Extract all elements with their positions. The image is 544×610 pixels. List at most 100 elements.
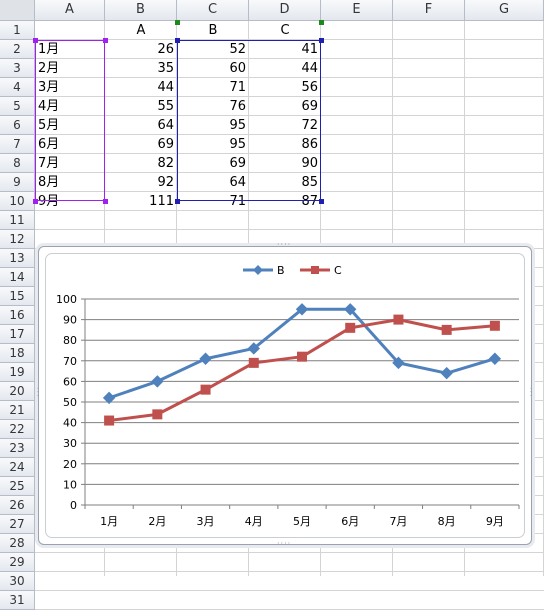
cell-a3[interactable]: 2月	[38, 61, 60, 76]
row-header-30[interactable]: 30	[0, 572, 35, 591]
cell-b2[interactable]: 26	[157, 42, 174, 57]
row-header-18[interactable]: 18	[0, 344, 35, 363]
series-B-point-2	[151, 375, 164, 388]
column-header-g[interactable]: G	[465, 0, 544, 21]
cell-c7[interactable]: 95	[229, 137, 246, 152]
column-header-f[interactable]: F	[393, 0, 465, 21]
column-header-e[interactable]: E	[321, 0, 393, 21]
row-header-9[interactable]: 9	[0, 173, 35, 192]
range-handle[interactable]	[175, 38, 180, 43]
cell-d5[interactable]: 69	[301, 99, 318, 114]
range-handle[interactable]	[33, 199, 38, 204]
chart-resize-handle-bottom[interactable]: ····	[277, 539, 292, 548]
range-handle[interactable]	[319, 199, 324, 204]
row-header-27[interactable]: 27	[0, 515, 35, 534]
row-header-17[interactable]: 17	[0, 325, 35, 344]
row-header-8[interactable]: 8	[0, 154, 35, 173]
range-handle[interactable]	[319, 38, 324, 43]
cell-c3[interactable]: 60	[229, 61, 246, 76]
cell-d4[interactable]: 56	[301, 80, 318, 95]
range-handle[interactable]	[175, 199, 180, 204]
legend-C-label: C	[334, 264, 342, 277]
row-header-6[interactable]: 6	[0, 116, 35, 135]
cell-c5[interactable]: 76	[229, 99, 246, 114]
chart-resize-handle-right[interactable]: ···	[526, 387, 535, 398]
row-header-21[interactable]: 21	[0, 401, 35, 420]
range-handle[interactable]	[103, 38, 108, 43]
row-header-14[interactable]: 14	[0, 268, 35, 287]
row-header-23[interactable]: 23	[0, 439, 35, 458]
cell-d3[interactable]: 44	[301, 61, 318, 76]
series-C-point-6	[345, 322, 356, 333]
row-header-13[interactable]: 13	[0, 249, 35, 268]
range-handle[interactable]	[33, 38, 38, 43]
cell-c4[interactable]: 71	[229, 80, 246, 95]
row-header-3[interactable]: 3	[0, 59, 35, 78]
series-B-point-5	[295, 303, 309, 316]
select-all-corner[interactable]	[0, 0, 35, 21]
line-chart[interactable]: 0 10 20 30 40 50 60 70 80 90 100 1月 2月 3月 4月 5月 6月 7月 8月 9月…	[33, 240, 535, 548]
row-header-2[interactable]: 2	[0, 40, 35, 59]
cell-d1[interactable]: C	[280, 23, 290, 38]
row-header-20[interactable]: 20	[0, 382, 35, 401]
column-header-c[interactable]: C	[177, 0, 249, 21]
row-header-19[interactable]: 19	[0, 363, 35, 382]
cell-c6[interactable]: 95	[229, 118, 246, 133]
row-header-31[interactable]: 31	[0, 591, 35, 610]
cell-b3[interactable]: 35	[157, 61, 174, 76]
row-header-1[interactable]: 1	[0, 21, 35, 40]
cell-d2[interactable]: 41	[301, 42, 318, 57]
cell-a8[interactable]: 7月	[38, 156, 60, 171]
row-header-10[interactable]: 10	[0, 192, 35, 211]
cell-a10[interactable]: 9月	[38, 194, 60, 209]
cell-c2[interactable]: 52	[229, 42, 246, 57]
cell-b9[interactable]: 92	[157, 175, 174, 190]
chart-resize-handle-left[interactable]: ···	[33, 387, 42, 398]
cell-b4[interactable]: 44	[157, 80, 174, 95]
column-header-a[interactable]: A	[35, 0, 105, 21]
row-header-4[interactable]: 4	[0, 78, 35, 97]
cell-b7[interactable]: 69	[157, 137, 174, 152]
row-header-24[interactable]: 24	[0, 458, 35, 477]
range-handle[interactable]	[103, 199, 108, 204]
cell-d6[interactable]: 72	[301, 118, 318, 133]
column-header-b[interactable]: B	[105, 0, 177, 21]
row-header-25[interactable]: 25	[0, 477, 35, 496]
row-header-12[interactable]: 12	[0, 230, 35, 249]
row-header-5[interactable]: 5	[0, 97, 35, 116]
cell-b6[interactable]: 64	[157, 118, 174, 133]
cell-a5[interactable]: 4月	[38, 99, 60, 114]
row-header-15[interactable]: 15	[0, 287, 35, 306]
row-header-22[interactable]: 22	[0, 420, 35, 439]
row-header-11[interactable]: 11	[0, 211, 35, 230]
row-header-16[interactable]: 16	[0, 306, 35, 325]
column-header-d[interactable]: D	[249, 0, 321, 21]
cell-a9[interactable]: 8月	[38, 175, 60, 190]
cell-d9[interactable]: 85	[301, 175, 318, 190]
cell-a2[interactable]: 1月	[38, 42, 60, 57]
cell-c9[interactable]: 64	[229, 175, 246, 190]
row-header-28[interactable]: 28	[0, 534, 35, 553]
cell-b1[interactable]: A	[136, 23, 146, 38]
cell-c8[interactable]: 69	[229, 156, 246, 171]
cell-b5[interactable]: 55	[157, 99, 174, 114]
cell-a4[interactable]: 3月	[38, 80, 60, 95]
range-handle-series-name[interactable]	[175, 20, 180, 25]
range-handle-series-name[interactable]	[319, 20, 324, 25]
chart-resize-handle-top[interactable]: ····	[277, 240, 292, 249]
cell-b8[interactable]: 82	[157, 156, 174, 171]
row-header-7[interactable]: 7	[0, 135, 35, 154]
legend-B-marker	[253, 265, 263, 275]
cell-a6[interactable]: 5月	[38, 118, 60, 133]
row-header-29[interactable]: 29	[0, 553, 35, 572]
cell-d8[interactable]: 90	[301, 156, 318, 171]
cell-d7[interactable]: 86	[301, 137, 318, 152]
cell-c10[interactable]: 71	[229, 194, 246, 209]
cell-b10[interactable]: 111	[149, 194, 174, 209]
cell-c1[interactable]: B	[208, 23, 218, 38]
cell-a7[interactable]: 6月	[38, 137, 60, 152]
series-B-point-9	[488, 352, 502, 365]
row-header-26[interactable]: 26	[0, 496, 35, 515]
cell-d10[interactable]: 87	[301, 194, 318, 209]
series-B-point-6	[344, 303, 357, 316]
